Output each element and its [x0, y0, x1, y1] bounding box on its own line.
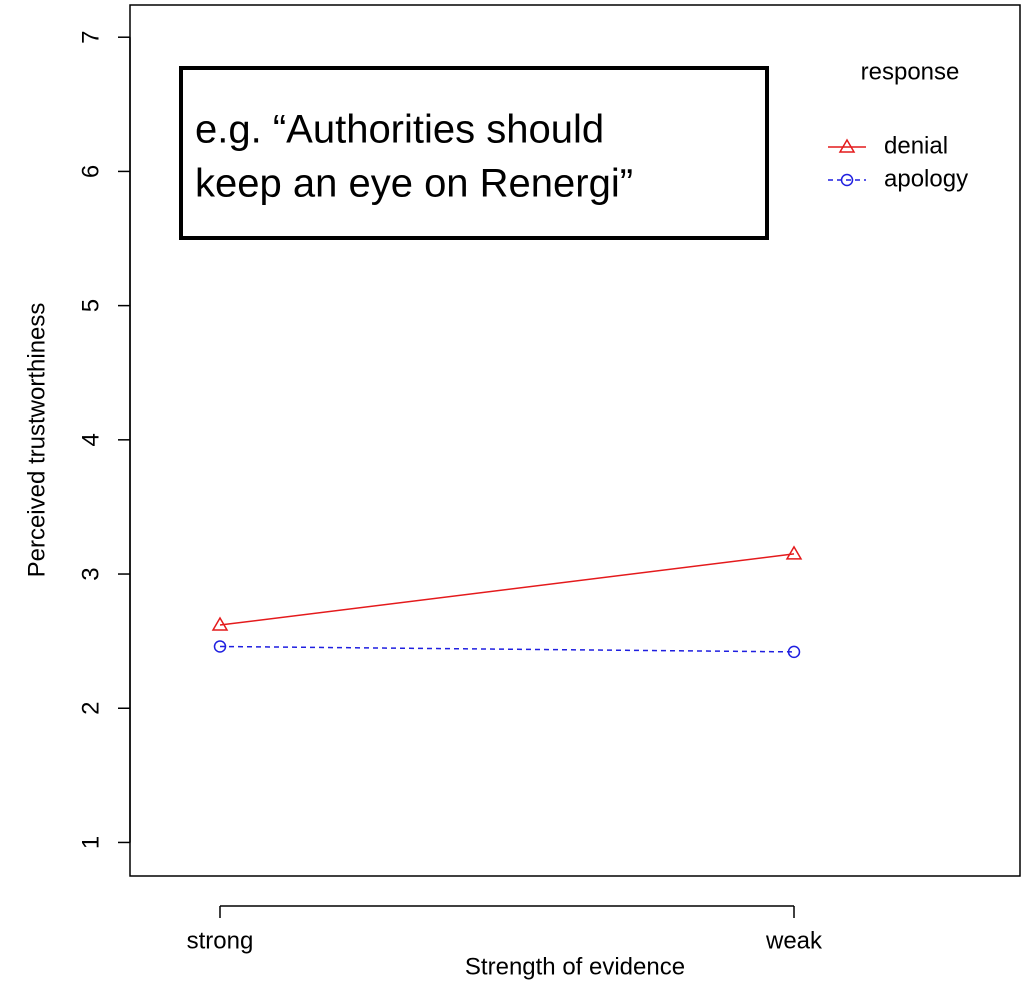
y-tick-label: 1 — [77, 836, 104, 849]
y-tick-label: 5 — [77, 299, 104, 312]
legend-label: denial — [884, 132, 948, 159]
point — [787, 645, 801, 659]
x-axis-label: Strength of evidence — [465, 953, 685, 980]
legend-marker — [838, 138, 856, 153]
y-tick-label: 2 — [77, 702, 104, 715]
x-tick-label: weak — [765, 927, 823, 954]
point — [785, 545, 803, 560]
y-axis-label: Perceived trustworthiness — [23, 303, 50, 578]
y-tick-label: 7 — [77, 31, 104, 44]
line — [219, 553, 795, 626]
point — [213, 640, 227, 653]
legend-label: apology — [884, 165, 968, 192]
x-tick-label: strong — [187, 927, 254, 954]
annotation: keep an eye on Renergi” — [195, 162, 633, 206]
point — [211, 616, 229, 631]
line — [219, 645, 795, 653]
y-tick-label: 4 — [77, 433, 104, 446]
y-tick-label: 6 — [77, 165, 104, 178]
annotation-box — [179, 66, 769, 240]
legend-title: response — [861, 58, 960, 85]
y-tick-label: 3 — [77, 567, 104, 580]
legend-marker — [840, 173, 854, 187]
annotation: e.g. “Authorities should — [195, 108, 604, 152]
